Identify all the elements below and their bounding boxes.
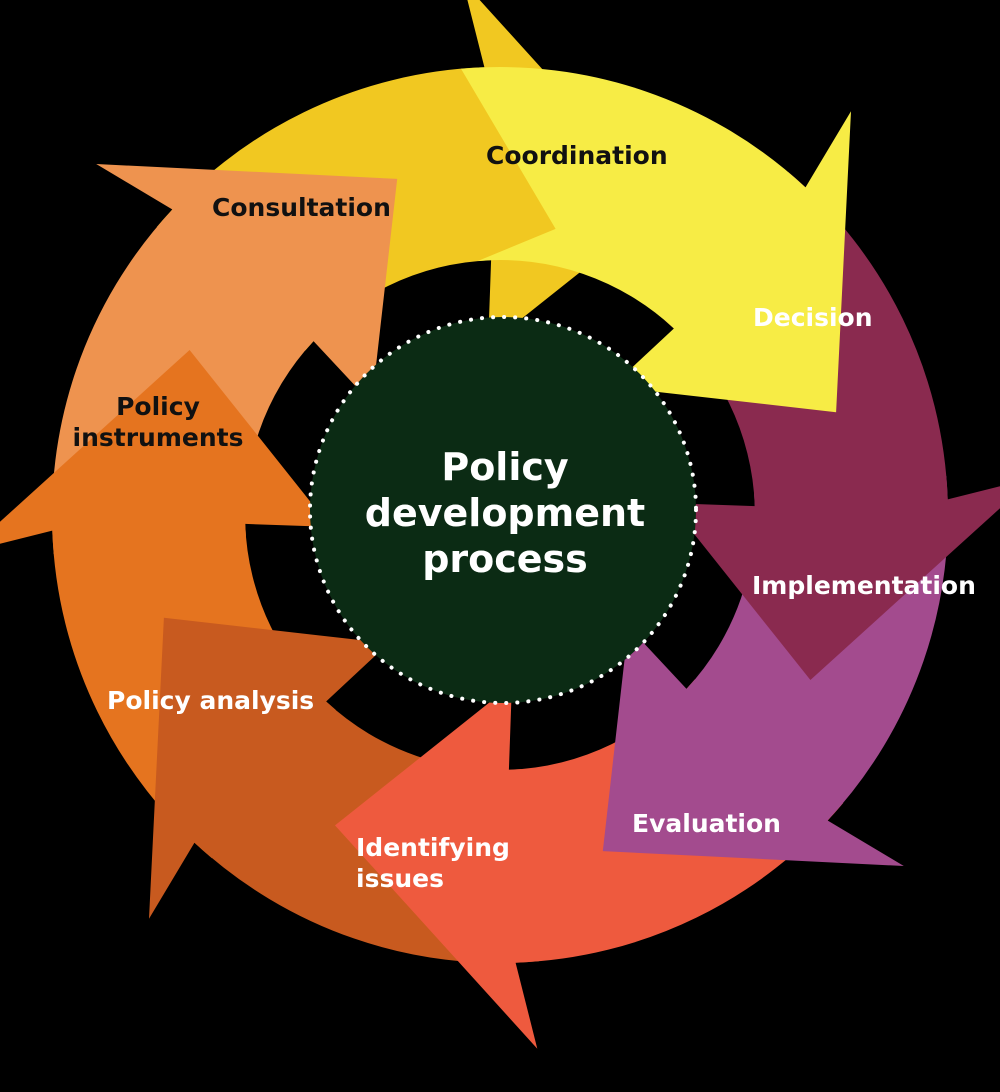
arrow-decision bbox=[663, 171, 1000, 680]
center-title: Policy development process bbox=[330, 444, 680, 582]
stage-label-line: issues bbox=[356, 864, 444, 893]
center-title-line: process bbox=[422, 537, 588, 581]
stage-label-line: Evaluation bbox=[632, 809, 781, 838]
stage-label-implementation: Implementation bbox=[752, 570, 976, 601]
stage-label-line: Identifying bbox=[356, 833, 510, 862]
stage-label-line: Consultation bbox=[212, 193, 391, 222]
center-circle bbox=[308, 315, 698, 705]
stage-label-decision: Decision bbox=[753, 302, 873, 333]
stage-label-identifying-issues: Identifying issues bbox=[356, 832, 510, 894]
stage-label-line: instruments bbox=[72, 423, 244, 452]
stage-label-consultation: Consultation bbox=[212, 192, 391, 223]
arrow-policy-analysis bbox=[0, 350, 337, 859]
stage-label-coordination: Coordination bbox=[486, 140, 668, 171]
stage-label-evaluation: Evaluation bbox=[632, 808, 781, 839]
stage-label-line: Implementation bbox=[752, 571, 976, 600]
stage-label-policy-instruments: Policy instruments bbox=[58, 391, 258, 453]
center-title-line: development bbox=[364, 491, 646, 535]
stage-label-line: Policy bbox=[116, 392, 200, 421]
stage-label-line: Decision bbox=[753, 303, 873, 332]
stage-label-policy-analysis: Policy analysis bbox=[107, 685, 314, 716]
arrow-coordination bbox=[461, 67, 851, 413]
stage-label-line: Policy analysis bbox=[107, 686, 315, 715]
stage-label-line: Coordination bbox=[486, 141, 668, 170]
center-title-line: Policy bbox=[441, 445, 569, 489]
